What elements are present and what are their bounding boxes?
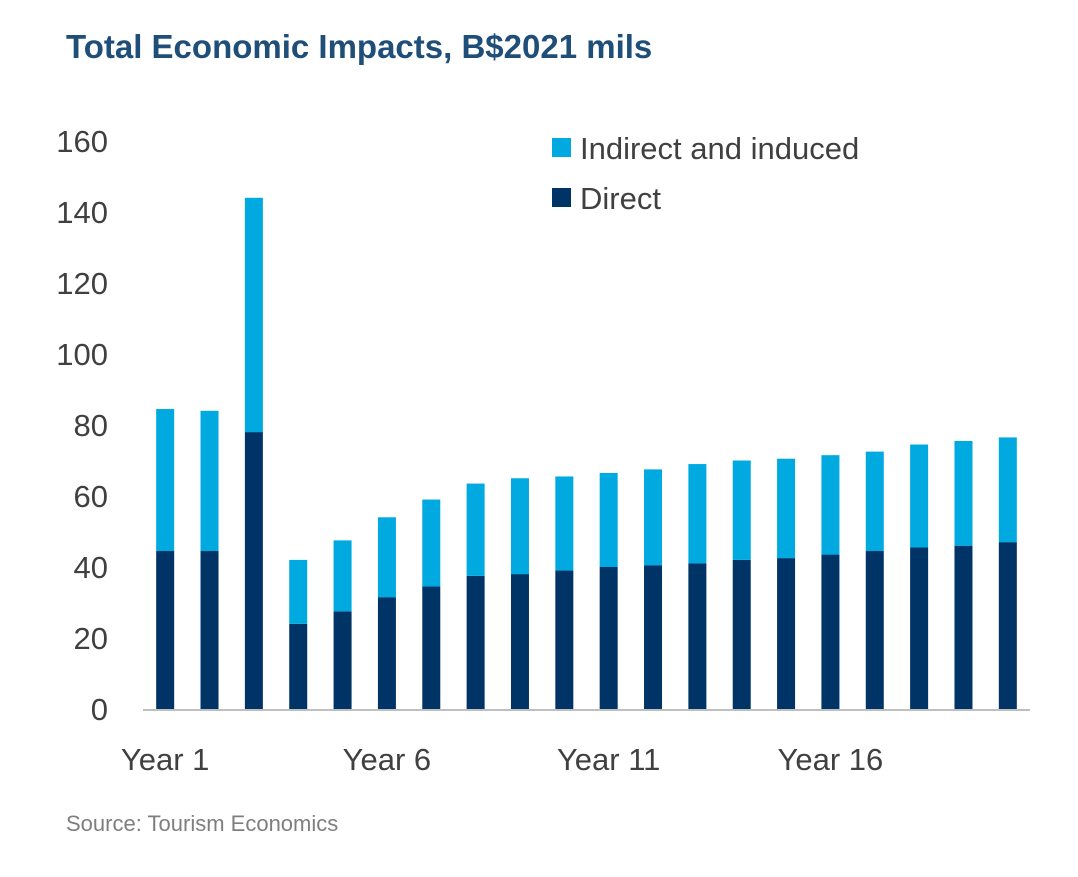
bar-indirect (200, 410, 219, 552)
bar-direct (865, 551, 884, 709)
bar-indirect (644, 469, 663, 566)
x-tick-label: Year 1 (121, 742, 210, 777)
x-axis-tick-labels: Year 1 Year 6 Year 11 Year 16 (121, 742, 883, 777)
bar-direct (156, 551, 175, 709)
y-axis-tick-labels: 0 20 40 60 80 100 120 140 160 (56, 124, 108, 727)
bar-direct (998, 542, 1017, 709)
y-tick-label: 20 (74, 621, 108, 656)
x-tick-label: Year 16 (778, 742, 884, 777)
bar-direct (688, 563, 707, 709)
x-tick-label: Year 11 (557, 742, 660, 777)
legend-label-direct: Direct (580, 181, 661, 216)
bar-indirect (289, 559, 308, 624)
bar-direct (333, 611, 352, 709)
bar-indirect (422, 499, 441, 587)
bar-indirect (865, 451, 884, 552)
chart-title: Total Economic Impacts, B$2021 mils (66, 28, 653, 65)
legend-swatch-direct (552, 188, 571, 207)
bar-indirect (333, 540, 352, 612)
bars (156, 197, 1017, 709)
bar-indirect (777, 458, 796, 559)
bar-indirect (377, 517, 396, 598)
bar-indirect (954, 440, 973, 546)
bar-direct (644, 565, 663, 709)
y-tick-label: 60 (74, 479, 108, 514)
bar-indirect (156, 409, 175, 552)
bar-direct (599, 567, 618, 709)
y-tick-label: 120 (56, 266, 108, 301)
bar-direct (821, 554, 840, 709)
y-tick-label: 160 (56, 124, 108, 159)
bar-indirect (599, 472, 618, 567)
x-tick-label: Year 6 (343, 742, 432, 777)
bar-direct (466, 575, 485, 709)
y-tick-label: 80 (74, 408, 108, 443)
bar-direct (289, 623, 308, 709)
y-tick-label: 100 (56, 337, 108, 372)
bar-direct (555, 570, 574, 709)
bar-indirect (998, 437, 1017, 543)
bar-indirect (244, 197, 263, 433)
bar-indirect (555, 476, 574, 571)
bar-direct (732, 559, 751, 709)
bar-direct (377, 597, 396, 709)
legend-swatch-indirect (552, 138, 571, 157)
legend: Indirect and induced Direct (552, 131, 859, 216)
bar-direct (510, 574, 529, 709)
source-note: Source: Tourism Economics (66, 811, 339, 836)
bar-indirect (732, 460, 751, 560)
bar-indirect (466, 483, 485, 576)
bar-direct (777, 558, 796, 709)
bar-direct (954, 545, 973, 709)
bar-indirect (821, 455, 840, 555)
y-tick-label: 140 (56, 195, 108, 230)
bar-direct (200, 551, 219, 709)
bar-direct (422, 586, 441, 709)
bar-direct (244, 432, 263, 709)
bar-indirect (910, 444, 929, 548)
bar-direct (910, 547, 929, 709)
y-tick-label: 0 (91, 692, 108, 727)
bar-indirect (510, 478, 529, 575)
y-tick-label: 40 (74, 550, 108, 585)
legend-label-indirect: Indirect and induced (580, 131, 859, 166)
bar-indirect (688, 464, 707, 564)
